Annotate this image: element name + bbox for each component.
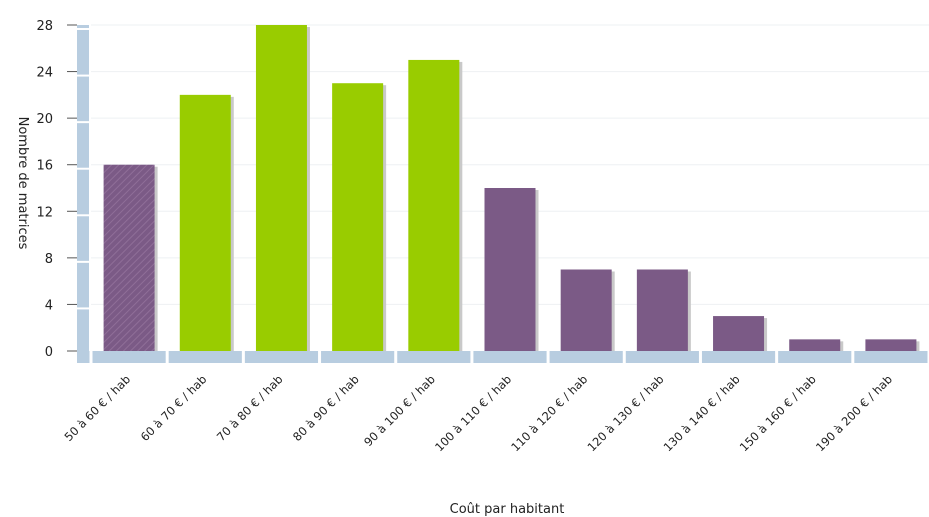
- x-tick-label: 80 à 90 € / hab: [290, 372, 362, 444]
- bar[interactable]: [484, 188, 536, 351]
- bar[interactable]: [560, 269, 612, 352]
- x-tick-label: 190 à 200 € / hab: [813, 372, 895, 454]
- bar[interactable]: [713, 316, 765, 351]
- bar[interactable]: [636, 269, 688, 352]
- x-tick-label: 150 à 160 € / hab: [737, 372, 819, 454]
- x-tick-label: 90 à 100 € / hab: [361, 372, 438, 449]
- bar[interactable]: [103, 164, 155, 351]
- x-axis: 50 à 60 € / hab 60 à 70 € / hab 70 à 80 € …: [61, 351, 929, 454]
- x-tick-label: 70 à 80 € / hab: [214, 372, 286, 444]
- y-tick-label: 16: [36, 159, 53, 174]
- y-tick-label: 4: [45, 298, 53, 313]
- y-axis-band: [77, 25, 89, 359]
- x-axis-band: [77, 351, 929, 363]
- bar[interactable]: [865, 339, 917, 351]
- y-axis: 0 4 8 12 16 20 24 28: [36, 19, 89, 360]
- bars: [103, 25, 920, 354]
- x-tick-label: 60 à 70 € / hab: [138, 372, 210, 444]
- y-tick-label: 28: [36, 19, 53, 34]
- x-tick-label: 120 à 130 € / hab: [584, 372, 666, 454]
- y-axis-title: Nombre de matrices: [15, 117, 30, 250]
- x-tick-label: 130 à 140 € / hab: [661, 372, 743, 454]
- bar[interactable]: [255, 25, 307, 351]
- y-tick-label: 20: [36, 112, 53, 127]
- y-tick-label: 0: [45, 345, 53, 360]
- bar[interactable]: [332, 83, 384, 351]
- y-tick-label: 24: [36, 66, 53, 81]
- x-axis-title: Coût par habitant: [450, 502, 565, 517]
- y-tick-label: 12: [36, 205, 53, 220]
- y-tick-label: 8: [45, 252, 53, 267]
- x-tick-label: 100 à 110 € / hab: [432, 372, 514, 454]
- bar[interactable]: [179, 94, 231, 351]
- x-tick-label: 110 à 120 € / hab: [508, 372, 590, 454]
- x-tick-label: 50 à 60 € / hab: [61, 372, 133, 444]
- bar[interactable]: [408, 59, 460, 352]
- bar[interactable]: [789, 339, 841, 351]
